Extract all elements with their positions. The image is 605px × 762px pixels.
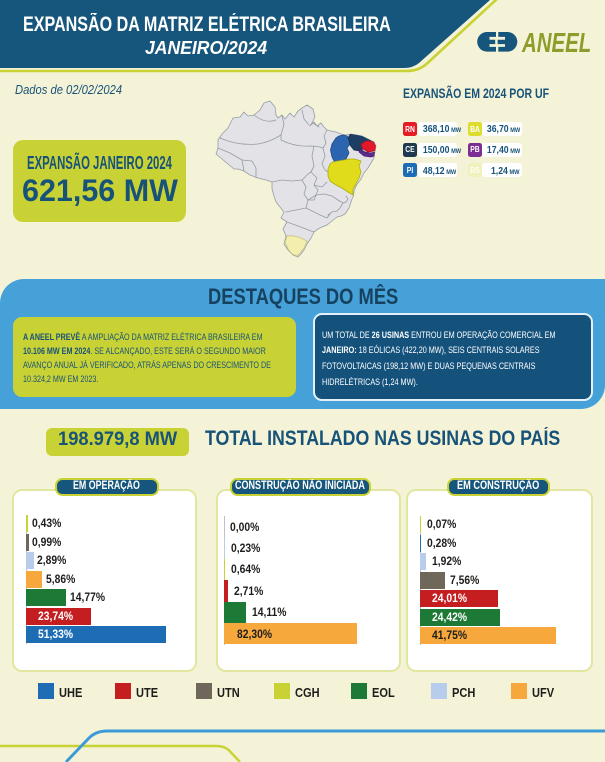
svg-text:ANEEL: ANEEL <box>521 28 591 59</box>
